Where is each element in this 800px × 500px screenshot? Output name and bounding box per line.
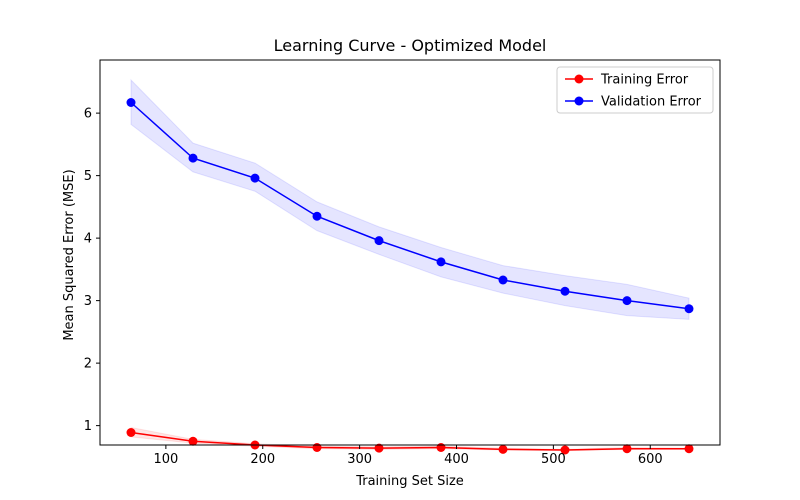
y-tick-label: 6 — [84, 107, 92, 122]
validation-error-point — [126, 98, 136, 107]
training-error-point — [188, 436, 198, 446]
chart-title: Learning Curve - Optimized Model — [274, 36, 547, 55]
training-error-line — [130, 431, 689, 451]
validation-error-band — [130, 78, 690, 320]
training-error-point — [374, 443, 384, 453]
legend-validation-error-marker — [574, 96, 584, 106]
validation-error-point — [560, 286, 570, 296]
training-error-point — [498, 444, 508, 454]
validation-error-point — [312, 211, 322, 221]
y-axis-ticks: 1 2 3 4 5 6 — [84, 107, 100, 434]
x-tick-label: 400 — [444, 452, 469, 467]
legend-training-error-marker — [574, 74, 584, 84]
x-tick-label: 300 — [347, 452, 372, 467]
validation-error-point — [684, 304, 694, 314]
y-tick-label: 4 — [84, 232, 92, 247]
x-tick-label: 500 — [541, 452, 566, 467]
y-tick-label: 3 — [84, 294, 92, 309]
validation-error-point — [188, 153, 198, 163]
y-tick-label: 2 — [84, 357, 92, 372]
validation-error-point — [250, 173, 260, 183]
training-error-point — [622, 444, 632, 454]
training-error-point — [684, 444, 694, 454]
validation-error-point — [374, 236, 384, 246]
error-bands — [130, 78, 690, 452]
x-tick-label: 600 — [638, 452, 663, 467]
y-tick-label: 1 — [84, 419, 92, 434]
series-lines — [130, 101, 690, 451]
validation-error-point — [498, 275, 508, 285]
validation-error-point — [436, 257, 446, 267]
training-error-point — [312, 443, 322, 452]
validation-error-point — [622, 296, 632, 306]
validation-error-line — [130, 101, 690, 310]
x-axis-label: Training Set Size — [355, 474, 464, 489]
y-axis-label: Mean Squared Error (MSE) — [62, 169, 77, 340]
training-error-point — [126, 428, 136, 437]
legend-validation-error-label: Validation Error — [601, 95, 702, 110]
legend: Training Error Validation Error — [556, 66, 714, 114]
y-tick-label: 5 — [84, 169, 92, 184]
x-axis-ticks: 100 200 300 400 500 600 — [153, 445, 663, 467]
x-tick-label: 100 — [153, 452, 178, 467]
legend-training-error-label: Training Error — [600, 73, 689, 88]
x-tick-label: 200 — [250, 452, 275, 467]
plot-frame — [99, 59, 721, 446]
training-error-point — [560, 445, 570, 455]
training-error-point — [436, 443, 446, 452]
legend-box — [556, 66, 714, 114]
